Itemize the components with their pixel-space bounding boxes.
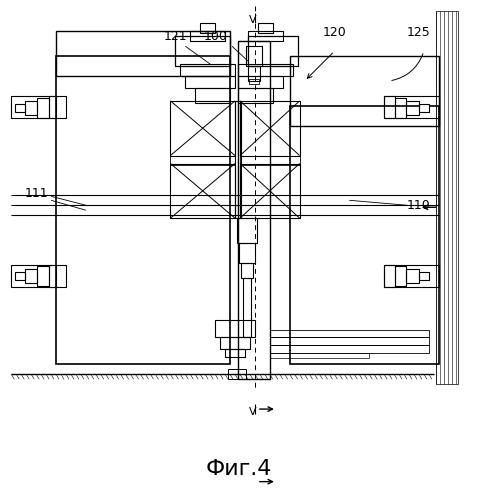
Bar <box>238 41 270 379</box>
Bar <box>238 64 293 76</box>
Bar <box>248 36 298 66</box>
Bar <box>185 76 235 88</box>
Text: 121: 121 <box>163 30 187 43</box>
Bar <box>190 32 225 41</box>
Bar <box>56 56 230 364</box>
Bar <box>384 96 439 118</box>
Bar <box>395 266 406 286</box>
Bar <box>170 101 235 156</box>
Bar <box>248 32 283 41</box>
Bar <box>215 320 255 338</box>
Text: 125: 125 <box>407 26 431 39</box>
Bar <box>49 96 56 118</box>
Text: V: V <box>249 16 257 26</box>
Bar <box>419 104 429 112</box>
Bar <box>15 104 25 112</box>
Bar <box>238 76 283 88</box>
Bar <box>270 330 429 338</box>
Bar <box>270 346 429 354</box>
Bar <box>225 350 245 358</box>
Bar <box>56 32 230 76</box>
Bar <box>246 46 262 66</box>
Bar <box>290 56 439 126</box>
Bar <box>240 156 300 166</box>
Bar <box>384 265 395 287</box>
Bar <box>37 98 49 118</box>
Bar <box>25 101 37 115</box>
Bar <box>395 98 406 118</box>
Bar <box>406 101 419 115</box>
Bar <box>11 265 66 287</box>
Text: 111: 111 <box>24 187 48 200</box>
Bar <box>11 96 66 118</box>
Bar <box>270 338 429 345</box>
Text: 110: 110 <box>407 199 431 212</box>
Bar <box>240 101 300 156</box>
Bar <box>290 106 439 364</box>
Bar <box>384 265 439 287</box>
Bar <box>49 265 56 287</box>
Bar <box>384 96 395 118</box>
Bar <box>200 24 215 34</box>
Bar <box>175 36 230 66</box>
Bar <box>419 272 429 280</box>
Bar <box>239 243 255 263</box>
Text: 100: 100 <box>203 30 227 43</box>
Bar <box>228 370 246 379</box>
Bar <box>249 79 259 84</box>
Bar <box>235 101 241 218</box>
Text: V: V <box>249 407 257 417</box>
Bar <box>195 88 230 103</box>
Text: Фиг.4: Фиг.4 <box>206 458 272 478</box>
Bar <box>37 266 49 286</box>
Bar <box>238 88 273 103</box>
Bar <box>180 64 235 76</box>
Bar <box>25 269 37 283</box>
Bar <box>241 263 253 278</box>
Bar <box>406 269 419 283</box>
Bar <box>170 164 235 218</box>
Bar <box>15 272 25 280</box>
Bar <box>243 278 251 338</box>
Bar <box>220 338 250 349</box>
Bar <box>248 66 260 81</box>
Bar <box>436 12 458 384</box>
Bar <box>240 164 300 218</box>
Bar <box>237 218 257 243</box>
Bar <box>258 24 273 34</box>
Bar <box>170 156 235 166</box>
Text: 120: 120 <box>323 26 347 39</box>
Bar <box>270 354 369 358</box>
